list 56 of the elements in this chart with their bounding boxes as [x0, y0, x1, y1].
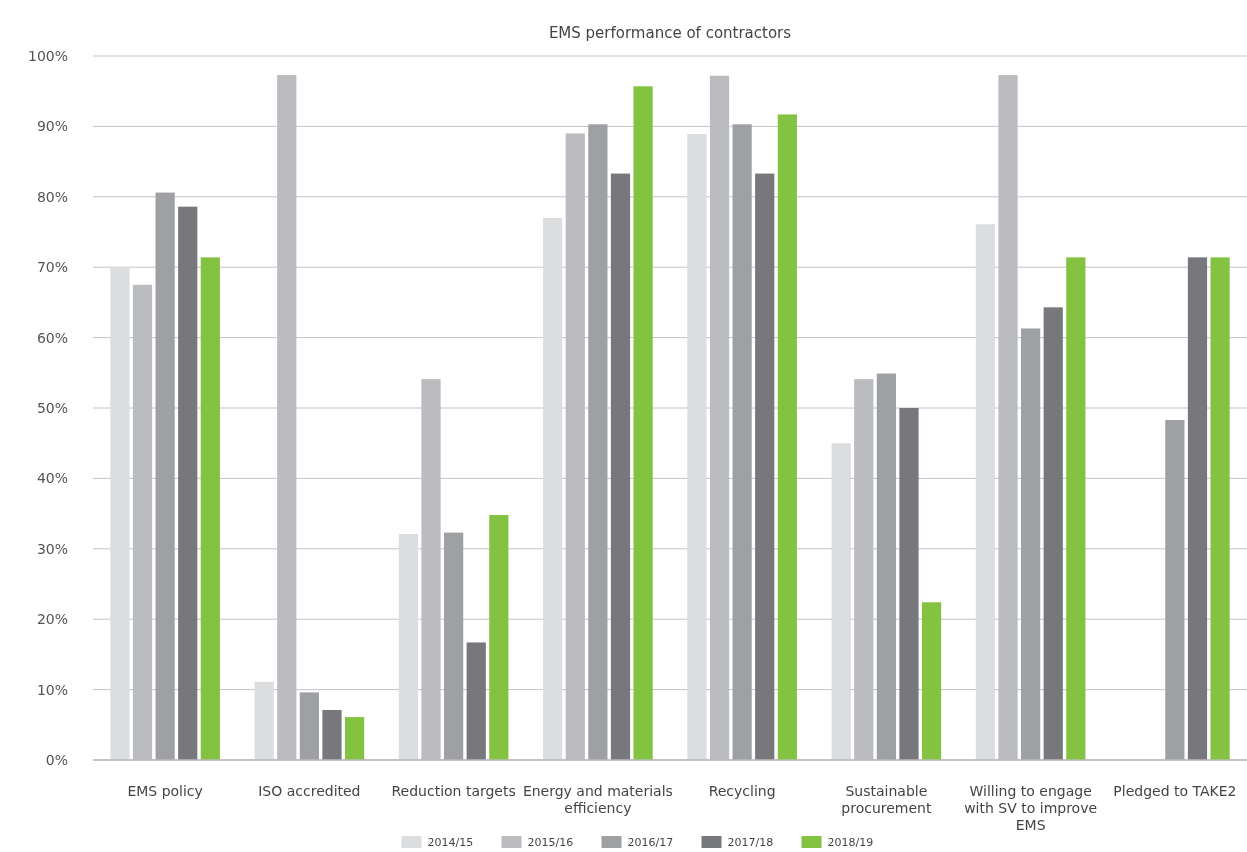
- bar: [732, 124, 752, 760]
- x-tick-label: EMS policy: [127, 783, 203, 799]
- bar: [1187, 257, 1208, 760]
- x-tick-label: Reduction targets: [391, 783, 516, 799]
- x-tick-label: Pledged to TAKE2: [1113, 783, 1237, 799]
- legend-label: 2016/17: [627, 836, 674, 849]
- legend-label: 2018/19: [827, 836, 874, 849]
- y-tick-label: 20%: [36, 611, 68, 628]
- bar: [755, 173, 775, 760]
- y-tick-label: 60%: [36, 329, 68, 346]
- bar: [899, 408, 919, 760]
- bar: [178, 206, 198, 760]
- x-tick-label: Willing to engage with SV to improve EMS: [964, 783, 1098, 833]
- bar: [254, 681, 274, 760]
- chart-title: EMS performance of contractors: [548, 24, 792, 42]
- x-tick-label: Sustainable procurement: [841, 783, 932, 816]
- bar: [1165, 419, 1185, 760]
- bar: [444, 532, 464, 760]
- bar: [299, 692, 319, 760]
- bar: [110, 267, 130, 760]
- bar: [876, 373, 896, 760]
- bar: [1066, 257, 1086, 760]
- bar: [831, 443, 851, 760]
- bar: [610, 173, 631, 760]
- bar: [777, 114, 797, 760]
- bar: [633, 86, 653, 760]
- y-tick-label: 70%: [36, 259, 68, 276]
- bar: [200, 257, 220, 760]
- bar: [1210, 257, 1230, 760]
- bar: [975, 224, 996, 760]
- y-tick-label: 80%: [36, 188, 68, 205]
- bar: [489, 515, 509, 760]
- bar: [1043, 307, 1063, 760]
- legend-label: 2017/18: [727, 836, 774, 849]
- bar: [543, 217, 563, 760]
- x-tick-label: Energy and materials efficiency: [522, 783, 673, 816]
- legend-label: 2014/15: [427, 836, 474, 849]
- legend-label: 2015/16: [527, 836, 574, 849]
- y-tick-label: 100%: [27, 47, 68, 64]
- y-tick-label: 10%: [36, 681, 68, 698]
- y-tick-label: 0%: [45, 751, 68, 768]
- bar: [155, 192, 175, 760]
- bar: [344, 717, 365, 760]
- bar: [398, 534, 419, 760]
- x-tick-label: ISO accredited: [258, 783, 361, 799]
- y-tick-label: 30%: [36, 540, 68, 557]
- bar: [687, 134, 707, 760]
- bar: [921, 602, 942, 760]
- y-tick-label: 40%: [36, 470, 68, 487]
- x-tick-label: Recycling: [708, 783, 776, 799]
- bar: [588, 124, 608, 760]
- bar: [466, 642, 486, 760]
- bar: [322, 710, 342, 760]
- bar: [1021, 328, 1041, 760]
- y-tick-label: 90%: [36, 118, 68, 135]
- y-tick-label: 50%: [36, 399, 68, 416]
